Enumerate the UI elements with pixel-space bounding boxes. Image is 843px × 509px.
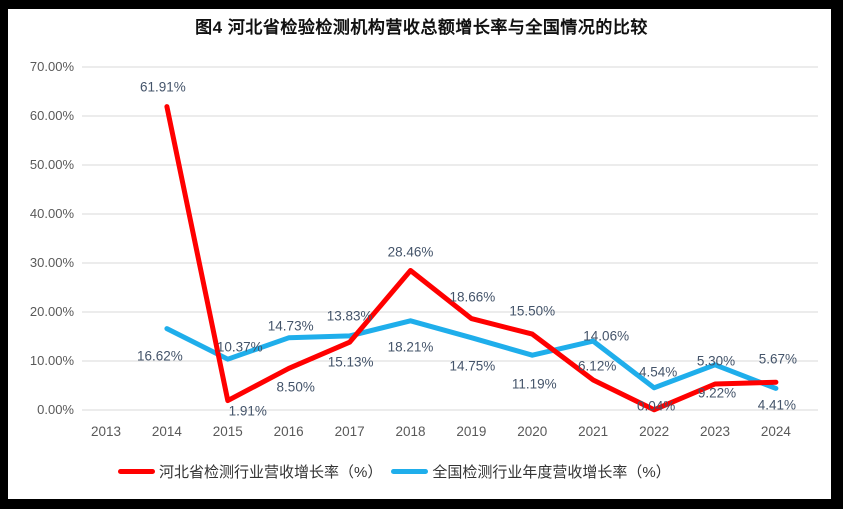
x-axis-tick: 2019 bbox=[456, 424, 487, 439]
data-label-hebei-2024: 5.67% bbox=[758, 351, 798, 367]
x-axis-tick: 2024 bbox=[760, 424, 791, 439]
x-axis-tick: 2022 bbox=[639, 424, 670, 439]
legend-label-hebei: 河北省检测行业营收增长率（%） bbox=[159, 463, 383, 481]
national-line-swatch-icon bbox=[391, 468, 429, 474]
data-label-national-2015: 10.37% bbox=[216, 339, 263, 355]
chart-title: 图4 河北省检验检测机构营收总额增长率与全国情况的比较 bbox=[195, 18, 648, 37]
y-axis-tick: 20.00% bbox=[29, 304, 74, 319]
y-axis-tick: 60.00% bbox=[29, 108, 74, 123]
legend-item-national: 全国检测行业年度营收增长率（%） bbox=[391, 461, 671, 482]
x-axis-tick: 2023 bbox=[699, 424, 731, 439]
legend: 河北省检测行业营收增长率（%） 全国检测行业年度营收增长率（%） bbox=[118, 461, 671, 481]
y-axis-tick: 30.00% bbox=[29, 255, 74, 270]
data-label-national-2014: 16.62% bbox=[136, 348, 183, 364]
data-label-national-2019: 14.75% bbox=[449, 358, 496, 374]
data-label-national-2020: 11.19% bbox=[511, 376, 557, 392]
x-axis-tick: 2020 bbox=[517, 424, 548, 439]
data-label-hebei-2019: 18.66% bbox=[449, 289, 496, 305]
data-label-hebei-2014: 61.91% bbox=[139, 79, 186, 95]
x-axis-tick: 2014 bbox=[151, 424, 182, 439]
x-axis-tick: 2013 bbox=[90, 424, 122, 439]
data-label-hebei-2016: 8.50% bbox=[276, 379, 315, 395]
data-label-national-2022: 4.54% bbox=[638, 364, 678, 380]
y-axis-tick: 70.00% bbox=[29, 59, 74, 74]
data-label-national-2021: 14.06% bbox=[583, 328, 630, 344]
data-label-hebei-2021: 6.12% bbox=[578, 358, 617, 374]
x-axis-tick: 2016 bbox=[273, 424, 304, 439]
data-label-national-2023: 9.22% bbox=[697, 385, 737, 401]
y-axis-tick: 10.00% bbox=[29, 353, 74, 368]
y-axis-tick: 0.00% bbox=[37, 402, 74, 417]
x-axis-tick: 2021 bbox=[578, 424, 609, 439]
data-label-national-2017: 15.13% bbox=[327, 354, 374, 370]
x-axis-tick: 2017 bbox=[334, 424, 365, 439]
data-label-hebei-2015: 1.91% bbox=[228, 403, 267, 419]
legend-label-national: 全国检测行业年度营收增长率（%） bbox=[432, 463, 671, 481]
y-axis-tick: 40.00% bbox=[29, 206, 74, 221]
data-label-national-2018: 18.21% bbox=[387, 339, 434, 355]
data-label-national-2016: 14.73% bbox=[267, 318, 314, 334]
data-label-hebei-2022: 0.04% bbox=[636, 398, 676, 414]
x-axis-tick: 2015 bbox=[212, 424, 243, 439]
data-label-hebei-2017: 13.83% bbox=[326, 308, 373, 324]
hebei-line-swatch-icon bbox=[118, 468, 155, 474]
y-axis-tick: 50.00% bbox=[29, 157, 74, 172]
x-axis-tick: 2018 bbox=[395, 424, 426, 439]
data-label-national-2024: 4.41% bbox=[757, 397, 797, 413]
legend-item-hebei: 河北省检测行业营收增长率（%） bbox=[118, 461, 382, 482]
data-label-hebei-2023: 5.30% bbox=[696, 353, 736, 369]
data-label-hebei-2018: 28.46% bbox=[387, 244, 434, 260]
data-label-hebei-2020: 15.50% bbox=[509, 303, 556, 319]
